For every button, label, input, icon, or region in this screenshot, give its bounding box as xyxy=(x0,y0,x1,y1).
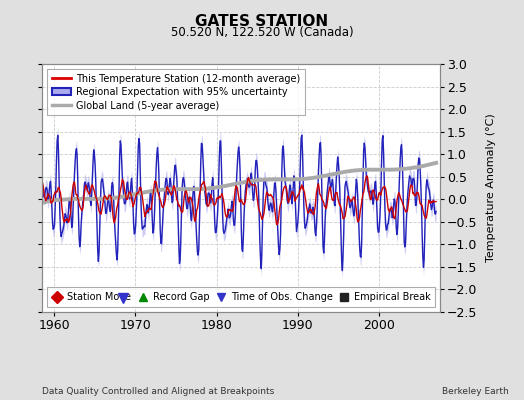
Text: Berkeley Earth: Berkeley Earth xyxy=(442,387,508,396)
Y-axis label: Temperature Anomaly (°C): Temperature Anomaly (°C) xyxy=(486,114,496,262)
Text: Data Quality Controlled and Aligned at Breakpoints: Data Quality Controlled and Aligned at B… xyxy=(42,387,274,396)
Text: GATES STATION: GATES STATION xyxy=(195,14,329,29)
Legend: Station Move, Record Gap, Time of Obs. Change, Empirical Break: Station Move, Record Gap, Time of Obs. C… xyxy=(47,288,435,307)
Text: 50.520 N, 122.520 W (Canada): 50.520 N, 122.520 W (Canada) xyxy=(171,26,353,39)
